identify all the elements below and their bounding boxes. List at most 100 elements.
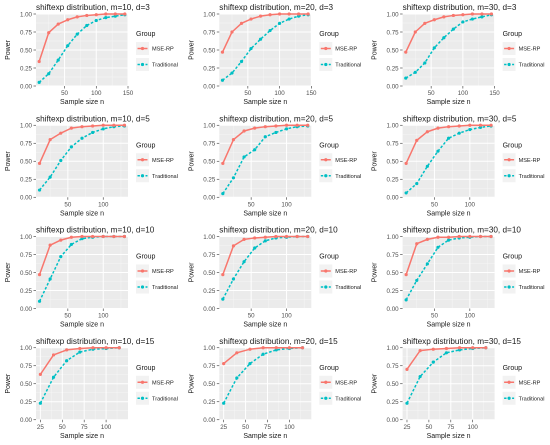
legend-title: Group	[503, 31, 523, 38]
point-mse-rp	[59, 238, 63, 242]
x-tick-label: 50	[64, 313, 71, 320]
x-tick-label: 150	[306, 90, 317, 97]
point-traditional	[231, 277, 236, 281]
y-tick-label: 0.25	[203, 65, 216, 72]
point-mse-rp	[470, 12, 474, 16]
point-mse-rp	[80, 234, 84, 239]
point-mse-rp	[112, 123, 116, 127]
x-axis-title: Sample size n	[60, 99, 104, 106]
legend-label: MSE-RP	[519, 158, 541, 164]
point-mse-rp	[457, 346, 462, 350]
x-axis-title: Sample size n	[427, 433, 471, 440]
y-tick-label: 0.50	[387, 381, 400, 388]
legend-point	[140, 174, 145, 178]
y-tick-label: 0.75	[387, 141, 400, 148]
chart-title: shiftexp distribution, m=30, d=10	[403, 226, 522, 235]
y-axis-title: Power	[5, 151, 12, 172]
point-mse-rp	[274, 346, 278, 350]
legend-label: MSE-RP	[152, 380, 174, 386]
point-mse-rp	[404, 273, 408, 277]
y-tick-label: 0.50	[20, 270, 33, 277]
point-mse-rp	[457, 124, 461, 128]
chart-title: shiftexp distribution, m=10, d=10	[36, 226, 155, 235]
y-tick-label: 0.00	[20, 417, 33, 424]
x-tick-label: 100	[91, 90, 102, 97]
point-traditional	[239, 59, 244, 64]
legend-point	[507, 62, 511, 67]
chart-title: shiftexp distribution, m=20, d=10	[219, 226, 338, 235]
point-traditional	[37, 188, 42, 192]
point-traditional	[253, 148, 257, 152]
point-mse-rp	[80, 125, 84, 129]
point-mse-rp	[69, 235, 73, 239]
legend-label: MSE-RP	[335, 158, 357, 164]
x-tick-label: 50	[428, 90, 435, 97]
point-mse-rp	[104, 346, 108, 350]
x-tick-label: 50	[248, 201, 255, 208]
y-tick-label: 0.50	[20, 381, 33, 388]
x-tick-label: 75	[81, 424, 88, 431]
point-traditional	[85, 23, 89, 28]
y-axis-title: Power	[188, 39, 195, 60]
legend-title: Group	[136, 254, 156, 261]
x-tick-label: 50	[431, 201, 438, 208]
legend-point	[140, 285, 145, 289]
legend-label: Traditional	[152, 63, 178, 69]
y-tick-label: 0.75	[387, 252, 400, 259]
y-tick-label: 0.75	[387, 29, 400, 36]
point-mse-rp	[277, 12, 282, 16]
point-mse-rp	[231, 138, 236, 142]
point-traditional	[263, 239, 267, 243]
point-mse-rp	[122, 234, 127, 239]
point-mse-rp	[471, 346, 475, 350]
y-axis-title: Power	[188, 373, 195, 394]
point-traditional	[461, 20, 465, 24]
legend-title: Group	[136, 365, 156, 372]
y-tick-label: 0.50	[20, 47, 33, 54]
point-mse-rp	[295, 123, 299, 127]
point-mse-rp	[75, 15, 79, 19]
y-axis-title: Power	[188, 262, 195, 283]
y-axis-title: Power	[372, 39, 379, 60]
point-mse-rp	[478, 234, 483, 239]
point-traditional	[59, 255, 63, 259]
legend-point	[140, 62, 145, 67]
chart-panel: shiftexp distribution, m=30, d=15 0.00 0.2…	[372, 337, 545, 440]
y-tick-label: 0.00	[203, 195, 216, 202]
legend-label: MSE-RP	[335, 269, 357, 275]
x-tick-label: 100	[465, 201, 476, 208]
point-mse-rp	[230, 30, 234, 34]
y-tick-label: 0.50	[20, 159, 33, 166]
point-traditional	[258, 37, 263, 41]
y-tick-label: 1.00	[387, 123, 400, 130]
x-tick-label: 100	[468, 424, 479, 431]
chart-panel: shiftexp distribution, m=20, d=15 0.00 0.2…	[188, 337, 361, 440]
point-mse-rp	[404, 50, 408, 54]
x-tick-label: 100	[281, 313, 292, 320]
point-traditional	[274, 130, 278, 135]
point-traditional	[242, 155, 246, 159]
y-tick-label: 1.00	[387, 11, 400, 18]
x-tick-label: 50	[64, 201, 71, 208]
legend-label: MSE-RP	[519, 380, 541, 386]
legend-point	[324, 396, 328, 400]
legend-label: Traditional	[152, 396, 178, 402]
point-mse-rp	[253, 236, 257, 240]
chart-panel: shiftexp distribution, m=30, d=10 0.00 0.2…	[372, 226, 545, 329]
y-tick-label: 0.75	[387, 363, 400, 370]
point-mse-rp	[69, 126, 73, 130]
point-mse-rp	[306, 12, 310, 16]
legend-title: Group	[503, 254, 523, 261]
point-mse-rp	[242, 129, 246, 133]
point-traditional	[432, 46, 436, 50]
chart-title: shiftexp distribution, m=20, d=3	[219, 3, 333, 12]
y-tick-label: 0.00	[387, 306, 400, 313]
y-tick-label: 0.50	[387, 47, 400, 54]
legend-point	[140, 46, 145, 51]
chart-panel: shiftexp distribution, m=10, d=10 0.00 0.2…	[5, 226, 178, 329]
point-traditional	[80, 136, 84, 140]
series-line-mse-rp	[221, 13, 309, 53]
x-axis-title: Sample size n	[60, 210, 104, 217]
x-axis-title: Sample size n	[60, 322, 104, 329]
x-axis-title: Sample size n	[427, 99, 471, 106]
